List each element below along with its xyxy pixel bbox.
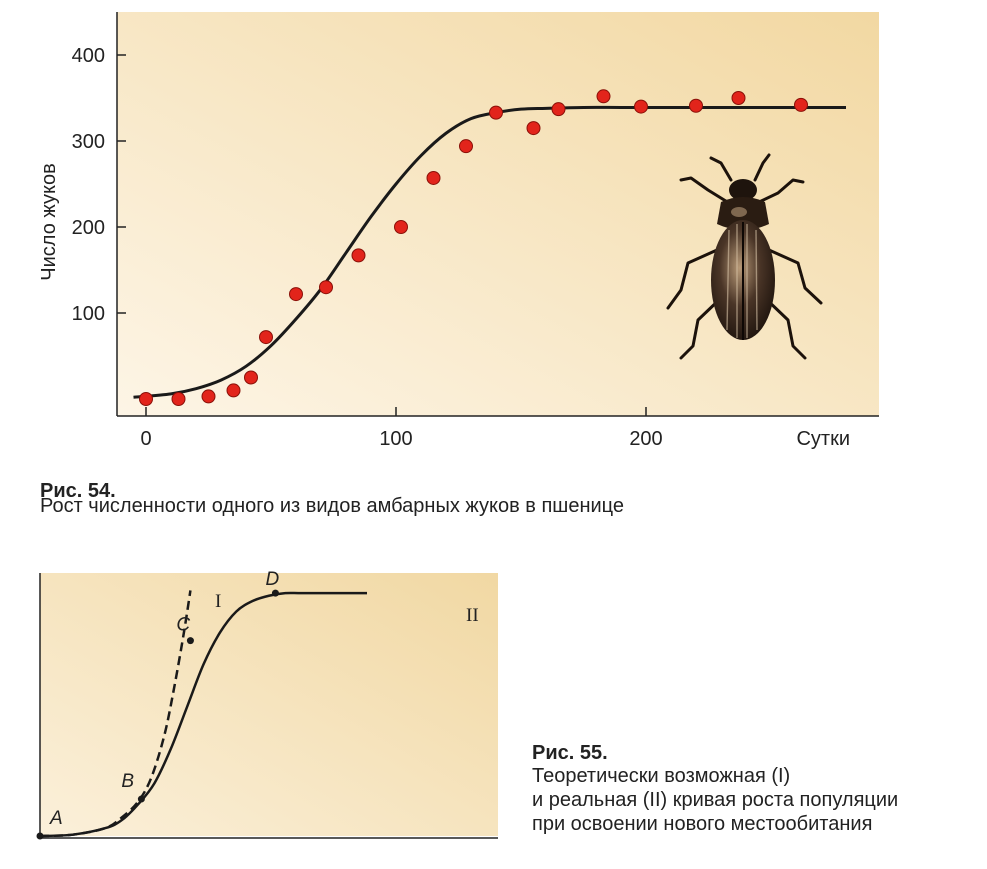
figure-54-caption-text: Рост численности одного из видов амбарны…	[40, 495, 625, 517]
data-point	[319, 280, 333, 295]
x-tick-label: 200	[629, 428, 662, 450]
figure-54-chart: 100 200 300 400 0 100 200 Число жуков Сутки	[38, 12, 879, 450]
fitted-growth-curve	[133, 105, 846, 399]
curve-II-real	[39, 591, 367, 838]
plot-area-55	[40, 573, 498, 836]
data-point	[394, 220, 408, 234]
figure-55-caption-line-3: при освоении нового местообитания	[532, 813, 873, 835]
data-point	[794, 97, 808, 112]
figure-55-caption-line-2: и реальная (II) кривая роста популяции	[532, 789, 899, 811]
point-d-label: D	[265, 569, 279, 590]
point-a-label: A	[49, 808, 63, 829]
point-d-marker	[271, 589, 279, 597]
point-c-marker	[186, 637, 194, 645]
y-tick-label: 400	[72, 45, 105, 67]
figure-55-caption-line-1: Теоретически возможная (I)	[532, 765, 791, 787]
data-point	[596, 89, 611, 104]
point-b-label: B	[121, 771, 134, 792]
x-tick-label: 0	[140, 428, 151, 450]
y-tick-label: 300	[72, 131, 105, 153]
data-point	[459, 139, 473, 154]
data-point	[171, 392, 186, 406]
data-point	[289, 287, 303, 302]
data-point	[426, 170, 441, 185]
data-point	[259, 330, 273, 345]
data-point	[226, 383, 241, 398]
curve-I-label: I	[215, 591, 221, 612]
figure-54-caption-title: Рис. 54.	[40, 480, 116, 502]
data-point	[526, 121, 541, 136]
y-tick-label: 100	[72, 303, 105, 325]
beetle-illustration	[666, 153, 823, 360]
data-point	[731, 91, 746, 105]
point-b-marker	[137, 795, 145, 803]
figure-55-caption-title: Рис. 55.	[532, 742, 608, 764]
point-c-label: C	[176, 615, 190, 636]
curve-II-label: II	[466, 605, 479, 626]
data-point	[201, 389, 216, 404]
data-point	[489, 105, 503, 120]
x-tick-label: 100	[379, 428, 412, 450]
data-point	[551, 102, 566, 117]
data-point	[244, 370, 258, 385]
data-point	[139, 392, 153, 406]
y-axis-label-54: Число жуков	[38, 163, 60, 280]
data-point	[689, 98, 703, 113]
y-tick-label: 200	[72, 217, 105, 239]
x-axis-label-54: Сутки	[796, 428, 850, 450]
data-point	[351, 248, 366, 263]
point-a-marker	[36, 832, 44, 840]
data-point	[634, 99, 648, 114]
